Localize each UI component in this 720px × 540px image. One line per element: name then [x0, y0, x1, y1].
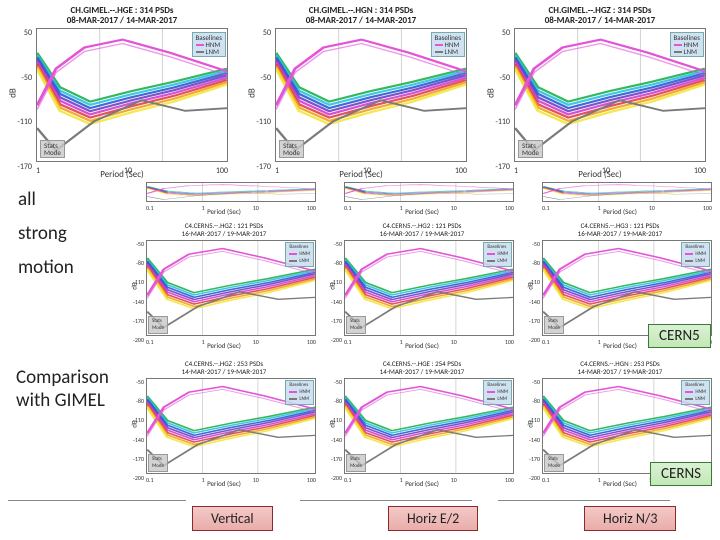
- row-cerns-chart-0: C4.CERNS.--.HGZ : 253 PSDs 14-MAR-2017 /…: [128, 360, 320, 488]
- legend-box: BaselinesHNMLNM: [670, 32, 705, 57]
- y-label: dB: [327, 282, 336, 290]
- row-divider: [300, 500, 472, 501]
- legend-box: BaselinesHNMLNM: [681, 242, 710, 267]
- legend-box: BaselinesHNMLNM: [483, 380, 512, 405]
- chart-title: C4.CERNS.--.HGZ : 253 PSDs 14-MAR-2017 /…: [128, 360, 320, 376]
- x-label: Period (Sec): [128, 207, 320, 216]
- legend-box: BaselinesHNMLNM: [192, 32, 227, 57]
- chart-title: CH.GIMEL.--.HGE : 314 PSDs 08-MAR-2017 /…: [10, 6, 234, 26]
- stats-box: StatsMode: [148, 316, 168, 334]
- legend-box: BaselinesHNMLNM: [285, 242, 314, 267]
- side-text-all: all: [18, 188, 36, 211]
- stats-box: StatsMode: [518, 140, 543, 158]
- psd-fan: [543, 183, 711, 201]
- x-label: Period (Sec): [249, 169, 473, 180]
- gimel-chart-2: CH.GIMEL.--.HGZ : 314 PSDs 08-MAR-2017 /…: [488, 6, 712, 180]
- row-divider: [8, 500, 186, 501]
- chart-title: C4.CERNS.--.HGN : 253 PSDs 14-MAR-2017 /…: [524, 360, 716, 376]
- chart-title: C4.CERN5.--.HGZ : 121 PSDs 16-MAR-2017 /…: [128, 222, 320, 238]
- stats-box: StatsMode: [544, 316, 564, 334]
- stats-box: StatsMode: [346, 454, 366, 472]
- y-label: dB: [525, 282, 534, 290]
- station-badge: CERNS: [650, 462, 712, 486]
- psd-fan: [345, 183, 513, 201]
- x-label: Period (Sec): [326, 341, 518, 350]
- x-label: Period (Sec): [128, 341, 320, 350]
- chart-plot: [146, 182, 316, 202]
- row-cerns-chart-1: C4.CERNS.--.HGE : 254 PSDs 14-MAR-2017 /…: [326, 360, 518, 488]
- axis-badge: Horiz E/2: [388, 506, 478, 531]
- x-label: Period (Sec): [524, 207, 716, 216]
- station-badge: CERN5: [648, 324, 711, 348]
- x-label: Period (Sec): [488, 169, 712, 180]
- side-text-motion: motion: [18, 256, 74, 279]
- x-label: Period (Sec): [326, 479, 518, 488]
- legend-box: BaselinesHNMLNM: [285, 380, 314, 405]
- stats-box: StatsMode: [148, 454, 168, 472]
- psd-fan: [147, 183, 315, 201]
- chart-stub: 0.1110100Period (Sec): [524, 182, 716, 216]
- row-cern5-chart-1: C4.CERN5.--.HG2 : 121 PSDs 16-MAR-2017 /…: [326, 222, 518, 350]
- y-label: dB: [525, 420, 534, 428]
- chart-title: CH.GIMEL.--.HGN : 314 PSDs 08-MAR-2017 /…: [249, 6, 473, 26]
- gimel-chart-1: CH.GIMEL.--.HGN : 314 PSDs 08-MAR-2017 /…: [249, 6, 473, 180]
- y-label: dB: [327, 420, 336, 428]
- stats-box: StatsMode: [279, 140, 304, 158]
- axis-badge: Vertical: [192, 506, 273, 531]
- gimel-chart-0: CH.GIMEL.--.HGE : 314 PSDs 08-MAR-2017 /…: [10, 6, 234, 180]
- y-label: dB: [7, 88, 18, 98]
- axis-badge: Horiz N/3: [584, 506, 676, 531]
- y-label: dB: [129, 282, 138, 290]
- legend-box: BaselinesHNMLNM: [681, 380, 710, 405]
- stats-box: StatsMode: [544, 454, 564, 472]
- y-label: dB: [129, 420, 138, 428]
- chart-stub: 0.1110100Period (Sec): [326, 182, 518, 216]
- legend-box: BaselinesHNMLNM: [483, 242, 512, 267]
- x-label: Period (Sec): [326, 207, 518, 216]
- side-text-comparison: Comparison with GIMEL: [16, 366, 109, 412]
- chart-title: CH.GIMEL.--.HGZ : 314 PSDs 08-MAR-2017 /…: [488, 6, 712, 26]
- row-divider: [498, 500, 670, 501]
- chart-stub: 0.1110100Period (Sec): [128, 182, 320, 216]
- y-label: dB: [485, 88, 496, 98]
- stats-box: StatsMode: [40, 140, 65, 158]
- chart-title: C4.CERN5.--.HG2 : 121 PSDs 16-MAR-2017 /…: [326, 222, 518, 238]
- stats-box: StatsMode: [346, 316, 366, 334]
- side-text-strong: strong: [18, 222, 67, 245]
- x-label: Period (Sec): [128, 479, 320, 488]
- chart-plot: [542, 182, 712, 202]
- chart-plot: [344, 182, 514, 202]
- stage: CH.GIMEL.--.HGE : 314 PSDs 08-MAR-2017 /…: [0, 0, 720, 540]
- x-label: Period (Sec): [10, 169, 234, 180]
- chart-title: C4.CERNS.--.HGE : 254 PSDs 14-MAR-2017 /…: [326, 360, 518, 376]
- y-label: dB: [246, 88, 257, 98]
- row-cern5-chart-0: C4.CERN5.--.HGZ : 121 PSDs 16-MAR-2017 /…: [128, 222, 320, 350]
- chart-title: C4.CERN5.--.HG3 : 121 PSDs 16-MAR-2017 /…: [524, 222, 716, 238]
- legend-box: BaselinesHNMLNM: [431, 32, 466, 57]
